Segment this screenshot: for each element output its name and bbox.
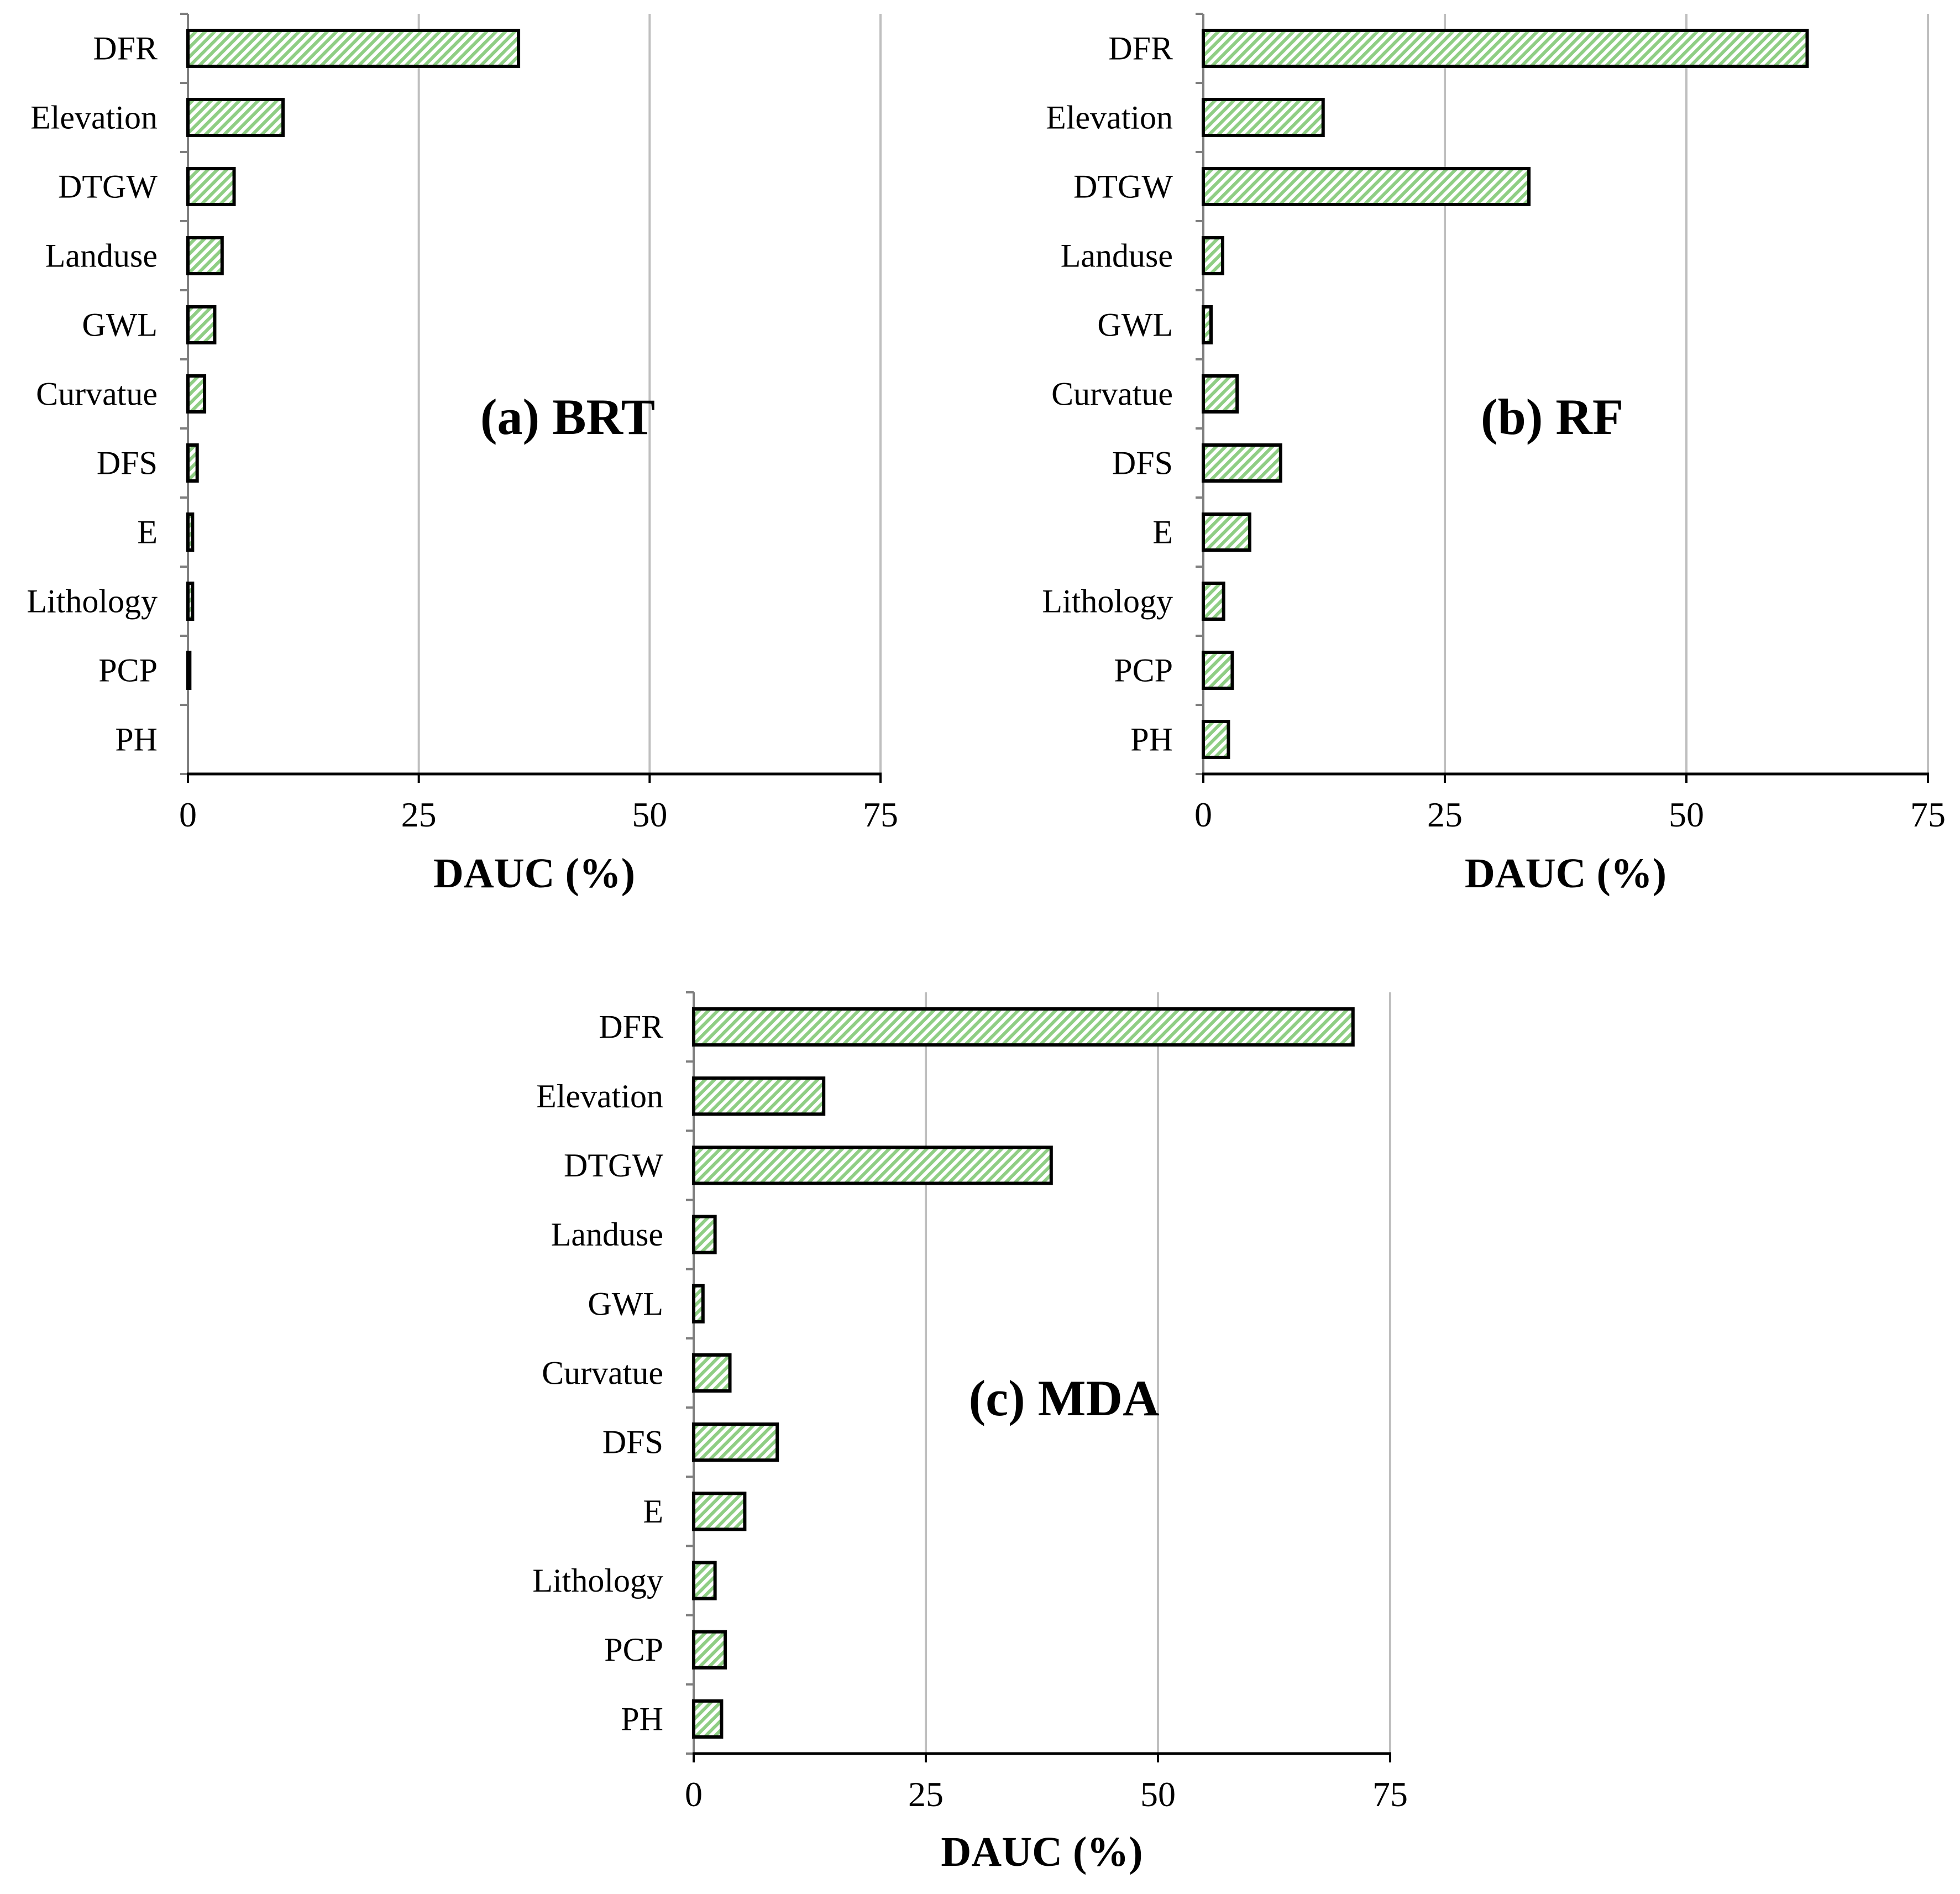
bar-landuse [186, 236, 224, 275]
bar-dfs [1202, 443, 1282, 483]
category-label-elevation: Elevation [30, 100, 158, 136]
category-label-curvatue: Curvatue [36, 376, 158, 412]
chart-panel-brt: (a) BRT DAUC (%) DFR Elevation DTGW Landuse… [27, 13, 898, 897]
category-label-dfr: DFR [599, 1009, 663, 1045]
category-label-curvatue: Curvatue [1051, 376, 1173, 412]
bar-e [1202, 512, 1251, 552]
bar-elevation [692, 1076, 826, 1116]
bar-dfr [692, 1007, 1355, 1047]
bar-dfs [186, 443, 199, 483]
panel-title-rf: (b) RF [1481, 389, 1623, 445]
category-label-dfs: DFS [97, 445, 158, 482]
x-axis-title-brt: DAUC (%) [433, 850, 635, 897]
category-label-curvatue: Curvatue [542, 1355, 663, 1391]
category-label-lithology: Lithology [27, 583, 158, 620]
bar-lithology [1202, 582, 1225, 621]
category-label-lithology: Lithology [532, 1562, 663, 1599]
bar-landuse [692, 1215, 717, 1254]
x-tick-label: 50 [1140, 1775, 1176, 1814]
category-label-pcp: PCP [98, 652, 158, 689]
panel-title-brt: (a) BRT [480, 389, 655, 445]
category-label-gwl: GWL [82, 307, 158, 343]
x-tick-label: 0 [685, 1775, 703, 1814]
x-tick-label: 0 [1194, 795, 1212, 834]
bar-landuse [1202, 236, 1224, 275]
category-label-e: E [137, 514, 158, 551]
x-tick-label: 25 [1427, 795, 1463, 834]
bar-elevation [186, 98, 285, 137]
x-axis-title-mda: DAUC (%) [941, 1829, 1143, 1875]
bar-dfr [1202, 29, 1809, 68]
category-label-lithology: Lithology [1042, 583, 1173, 620]
category-label-dtgw: DTGW [1073, 169, 1173, 205]
bar-pcp [1202, 651, 1234, 690]
bar-pcp [692, 1630, 727, 1670]
bar-lithology [692, 1561, 717, 1600]
category-label-dtgw: DTGW [564, 1147, 663, 1184]
category-label-ph: PH [1130, 721, 1173, 758]
category-label-dtgw: DTGW [58, 169, 158, 205]
bar-e [692, 1492, 747, 1531]
bar-pcp [186, 651, 192, 690]
x-tick-label: 0 [179, 795, 197, 834]
x-tick-label: 75 [1910, 795, 1946, 834]
panel-title-mda: (c) MDA [969, 1370, 1160, 1426]
x-axis-title-rf: DAUC (%) [1465, 850, 1666, 897]
category-label-ph: PH [621, 1701, 663, 1737]
bar-dtgw [692, 1145, 1053, 1185]
category-label-pcp: PCP [604, 1631, 663, 1668]
category-label-gwl: GWL [1097, 307, 1173, 343]
bar-elevation [1202, 98, 1325, 137]
bar-lithology [186, 582, 195, 621]
bar-curvatue [1202, 374, 1239, 414]
category-label-dfs: DFS [602, 1424, 663, 1461]
x-tick-label: 50 [632, 795, 667, 834]
category-label-ph: PH [115, 721, 158, 758]
bar-ph [1202, 720, 1230, 759]
bar-gwl [186, 305, 217, 344]
chart-panel-rf: (b) RF DAUC (%) DFR Elevation DTGW Landuse G… [1042, 13, 1946, 897]
x-tick-label: 50 [1669, 795, 1704, 834]
category-label-pcp: PCP [1114, 652, 1173, 689]
bar-e [186, 512, 195, 552]
category-label-e: E [643, 1493, 663, 1530]
category-label-landuse: Landuse [1061, 238, 1173, 274]
bar-dfr [186, 29, 521, 68]
category-label-dfs: DFS [1112, 445, 1173, 482]
category-label-dfr: DFR [93, 30, 158, 67]
bar-dfs [692, 1422, 779, 1462]
category-label-elevation: Elevation [536, 1078, 663, 1115]
category-label-dfr: DFR [1108, 30, 1173, 67]
bar-gwl [692, 1284, 705, 1323]
bar-curvatue [692, 1353, 732, 1393]
category-label-elevation: Elevation [1046, 100, 1173, 136]
category-label-landuse: Landuse [45, 238, 158, 274]
bar-curvatue [186, 374, 207, 414]
bar-ph [692, 1699, 724, 1739]
x-tick-label: 25 [908, 1775, 944, 1814]
bar-dtgw [186, 167, 236, 206]
category-label-landuse: Landuse [551, 1216, 663, 1253]
category-label-e: E [1152, 514, 1173, 551]
bar-gwl [1202, 305, 1213, 344]
x-tick-label: 75 [863, 795, 898, 834]
x-tick-label: 75 [1372, 1775, 1408, 1814]
category-label-gwl: GWL [588, 1285, 663, 1322]
chart-panel-mda: (c) MDA DAUC (%) DFR Elevation DTGW Landuse… [532, 991, 1408, 1875]
x-tick-label: 25 [401, 795, 437, 834]
bar-dtgw [1202, 167, 1531, 206]
